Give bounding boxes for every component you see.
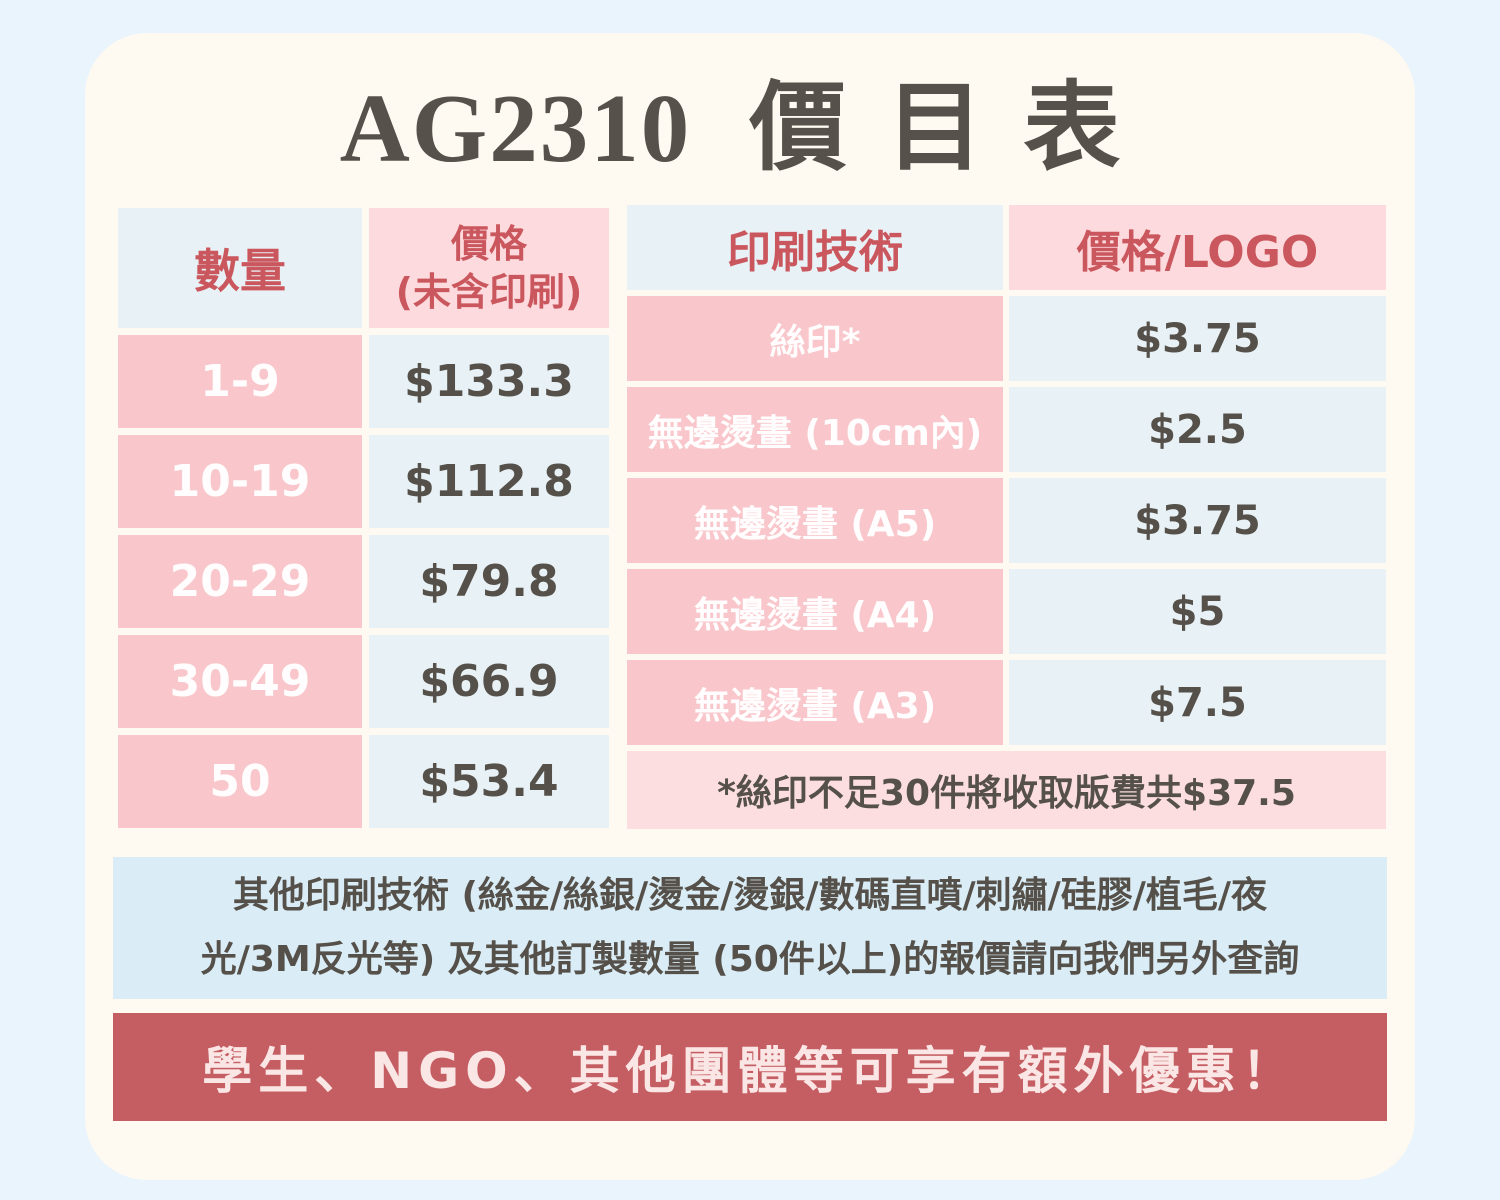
product-code: AG2310 (339, 75, 692, 182)
quantity-cell: 10-19 (118, 435, 362, 528)
printing-method-cell: 無邊燙畫 (A5) (627, 478, 1003, 563)
printing-price-cell: $7.5 (1009, 660, 1386, 745)
quantity-cell: 30-49 (118, 635, 362, 728)
printing-price-table: 印刷技術 價格/LOGO 絲印* $3.75 無邊燙畫 (10cm內) $2.5… (627, 205, 1386, 829)
quantity-price-table: 數量 價格 (未含印刷) 1-9 $133.3 10-19 $112.8 20-… (118, 208, 609, 828)
other-techniques-note: 其他印刷技術 (絲金/絲銀/燙金/燙銀/數碼直噴/刺繡/硅膠/植毛/夜 光/3M… (113, 857, 1387, 999)
price-header-line2: (未含印刷) (395, 270, 583, 314)
printing-method-cell: 無邊燙畫 (10cm內) (627, 387, 1003, 472)
printing-tech-header-cell: 印刷技術 (627, 205, 1003, 290)
printing-method-cell: 無邊燙畫 (A3) (627, 660, 1003, 745)
quantity-cell: 20-29 (118, 535, 362, 628)
price-cell: $66.9 (369, 635, 609, 728)
printing-price-cell: $5 (1009, 569, 1386, 654)
price-cell: $79.8 (369, 535, 609, 628)
price-header-cell: 價格 (未含印刷) (369, 208, 609, 328)
note-line-1: 其他印刷技術 (絲金/絲銀/燙金/燙銀/數碼直噴/刺繡/硅膠/植毛/夜 (232, 875, 1268, 916)
price-cell: $112.8 (369, 435, 609, 528)
printing-price-cell: $2.5 (1009, 387, 1386, 472)
printing-method-cell: 絲印* (627, 296, 1003, 381)
discount-banner-text: 學生、NGO、其他團體等可享有額外優惠！ (202, 1042, 1298, 1100)
page-title: AG2310 價目表 (0, 80, 1500, 177)
quantity-header-cell: 數量 (118, 208, 362, 328)
note-line-2: 光/3M反光等) 及其他訂製數量 (50件以上)的報價請向我們另外查詢 (200, 939, 1300, 980)
price-header-line1: 價格 (450, 222, 527, 266)
title-label: 價目表 (749, 75, 1161, 182)
discount-banner: 學生、NGO、其他團體等可享有額外優惠！ (113, 1013, 1387, 1121)
printing-price-cell: $3.75 (1009, 296, 1386, 381)
quantity-cell: 50 (118, 735, 362, 828)
printing-method-cell: 無邊燙畫 (A4) (627, 569, 1003, 654)
quantity-cell: 1-9 (118, 335, 362, 428)
price-cell: $133.3 (369, 335, 609, 428)
price-cell: $53.4 (369, 735, 609, 828)
silkscreen-footnote: *絲印不足30件將收取版費共$37.5 (627, 751, 1386, 829)
price-per-logo-header-cell: 價格/LOGO (1009, 205, 1386, 290)
printing-price-cell: $3.75 (1009, 478, 1386, 563)
